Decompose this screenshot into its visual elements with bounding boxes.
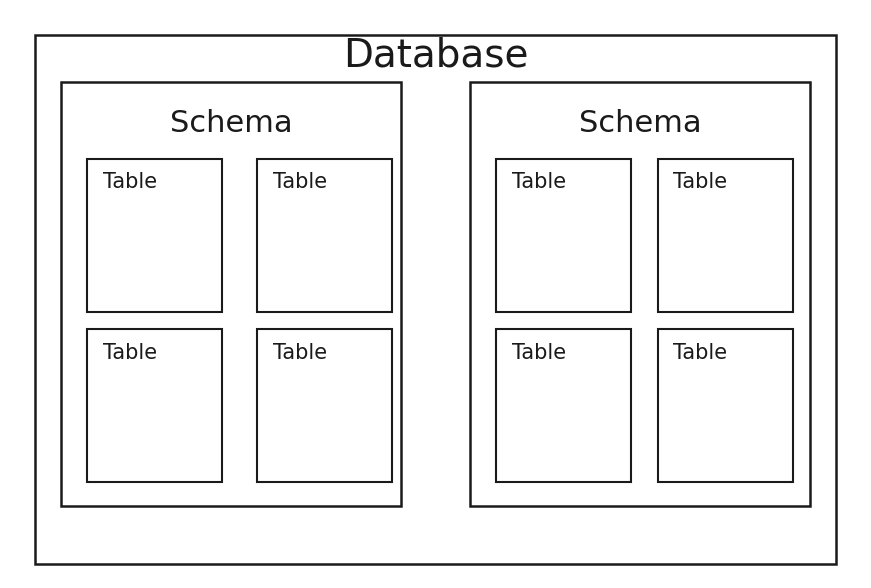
FancyBboxPatch shape	[658, 329, 793, 482]
FancyBboxPatch shape	[496, 159, 631, 312]
Text: Database: Database	[343, 37, 528, 75]
FancyBboxPatch shape	[61, 82, 401, 506]
Text: Table: Table	[273, 172, 327, 192]
FancyBboxPatch shape	[87, 159, 222, 312]
FancyBboxPatch shape	[470, 82, 810, 506]
FancyBboxPatch shape	[257, 159, 392, 312]
FancyBboxPatch shape	[496, 329, 631, 482]
Text: Table: Table	[273, 343, 327, 363]
Text: Table: Table	[512, 343, 566, 363]
FancyBboxPatch shape	[35, 35, 836, 564]
Text: Table: Table	[512, 172, 566, 192]
FancyBboxPatch shape	[87, 329, 222, 482]
Text: Table: Table	[103, 172, 157, 192]
FancyBboxPatch shape	[257, 329, 392, 482]
Text: Table: Table	[673, 343, 727, 363]
FancyBboxPatch shape	[658, 159, 793, 312]
Text: Table: Table	[103, 343, 157, 363]
Text: Table: Table	[673, 172, 727, 192]
Text: Schema: Schema	[579, 109, 701, 138]
Text: Schema: Schema	[170, 109, 292, 138]
